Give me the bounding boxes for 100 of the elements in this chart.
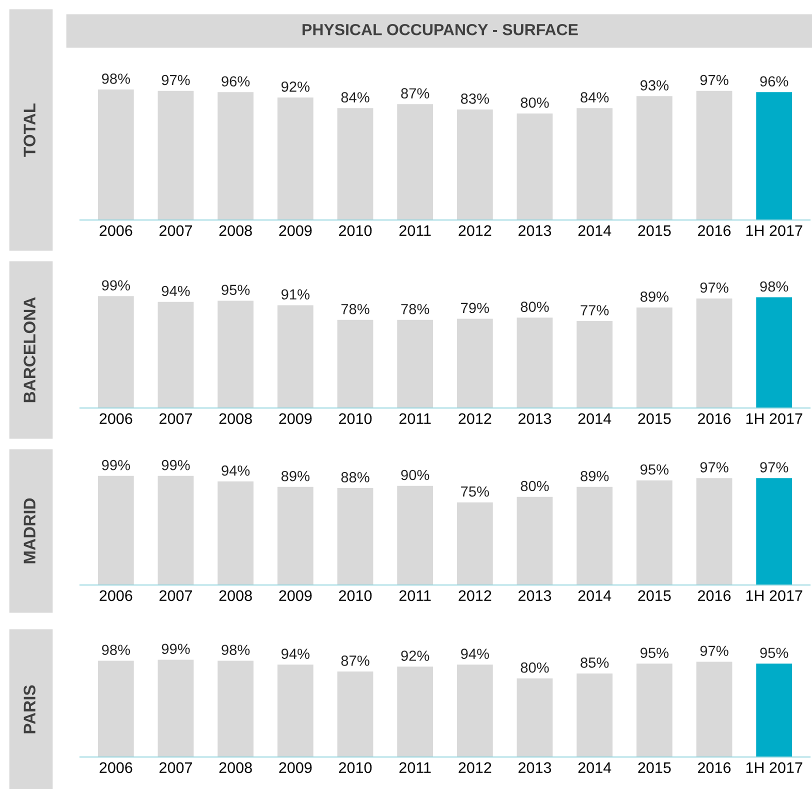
data-label: 80% bbox=[520, 97, 549, 108]
data-label: 80% bbox=[520, 480, 549, 492]
x-tick-label: 2010 bbox=[339, 225, 372, 236]
bar bbox=[456, 109, 493, 220]
x-tick-label: 2012 bbox=[458, 413, 492, 424]
data-label: 92% bbox=[282, 82, 310, 92]
x-tick-label: 2007 bbox=[160, 762, 192, 774]
bar bbox=[516, 113, 553, 220]
x-tick-label: 2016 bbox=[698, 413, 731, 424]
bar bbox=[636, 664, 672, 757]
bar bbox=[277, 486, 314, 585]
bar bbox=[218, 92, 254, 220]
x-tick-label: 2016 bbox=[698, 762, 731, 774]
x-tick-label: 2011 bbox=[399, 590, 431, 602]
data-label: 89% bbox=[281, 470, 310, 482]
data-label: 84% bbox=[341, 92, 370, 102]
chart-title: PHYSICAL OCCUPANCY - SURFACE bbox=[302, 24, 578, 36]
x-tick-label: 2014 bbox=[578, 225, 612, 236]
x-tick-label: 2009 bbox=[279, 225, 312, 236]
bar bbox=[456, 502, 493, 585]
bar bbox=[158, 90, 194, 220]
data-label: 89% bbox=[580, 470, 609, 482]
data-label: 96% bbox=[760, 76, 788, 87]
data-label: 87% bbox=[401, 88, 430, 98]
bar bbox=[576, 321, 613, 408]
data-label: 98% bbox=[760, 281, 788, 292]
data-label: 75% bbox=[461, 486, 489, 497]
bar bbox=[218, 481, 254, 585]
x-tick-label: 2012 bbox=[458, 225, 492, 236]
data-label: 78% bbox=[401, 304, 430, 314]
x-tick-label: 2014 bbox=[578, 590, 612, 602]
data-label: 80% bbox=[520, 662, 549, 673]
bar bbox=[456, 318, 493, 408]
x-tick-label: 2006 bbox=[100, 413, 132, 424]
bar bbox=[277, 664, 314, 757]
x-tick-label: 1H 2017 bbox=[746, 762, 802, 774]
data-label: 97% bbox=[162, 74, 190, 86]
x-tick-label: 2016 bbox=[698, 590, 731, 602]
x-tick-label: 2007 bbox=[160, 225, 192, 236]
bar bbox=[576, 108, 613, 220]
data-label: 85% bbox=[580, 657, 609, 668]
x-tick-label: 2013 bbox=[518, 413, 552, 424]
data-label: 98% bbox=[222, 644, 250, 656]
data-label: 99% bbox=[162, 460, 190, 470]
bar bbox=[337, 320, 374, 408]
data-label: 98% bbox=[102, 644, 130, 656]
x-tick-label: 2015 bbox=[638, 762, 671, 774]
x-tick-label: 2010 bbox=[339, 762, 372, 774]
data-label: 84% bbox=[580, 92, 609, 102]
data-label: 88% bbox=[341, 472, 370, 482]
bar bbox=[516, 496, 553, 585]
data-label: 95% bbox=[222, 284, 250, 296]
x-tick-label: 2008 bbox=[219, 590, 252, 602]
bar bbox=[696, 298, 732, 408]
x-tick-label: 2013 bbox=[518, 762, 552, 774]
bar bbox=[456, 664, 493, 757]
bar bbox=[277, 305, 314, 408]
x-tick-label: 2007 bbox=[160, 590, 192, 602]
bar bbox=[756, 478, 792, 585]
x-tick-label: 2015 bbox=[638, 225, 671, 236]
x-tick-label: 2006 bbox=[100, 225, 132, 236]
x-tick-label: 2012 bbox=[458, 590, 492, 602]
bar bbox=[98, 660, 134, 757]
data-label: 77% bbox=[580, 305, 609, 316]
bar bbox=[218, 300, 254, 408]
x-tick-label: 2008 bbox=[219, 413, 252, 424]
data-label: 99% bbox=[102, 280, 130, 291]
bar bbox=[98, 296, 134, 408]
x-tick-label: 2008 bbox=[219, 762, 252, 774]
bar bbox=[337, 672, 374, 757]
bar bbox=[576, 673, 613, 757]
bar bbox=[98, 90, 134, 220]
bar bbox=[756, 92, 792, 220]
x-tick-label: 2006 bbox=[100, 590, 132, 602]
data-label: 94% bbox=[282, 648, 310, 659]
bar bbox=[98, 476, 134, 585]
data-label: 92% bbox=[401, 650, 430, 661]
data-label: 98% bbox=[102, 74, 130, 84]
x-tick-label: 2006 bbox=[100, 762, 132, 774]
data-label: 83% bbox=[460, 94, 489, 104]
data-label: 95% bbox=[640, 648, 668, 658]
x-tick-label: 2008 bbox=[219, 225, 252, 236]
bar bbox=[158, 302, 194, 408]
x-tick-label: 2011 bbox=[399, 762, 431, 774]
x-tick-label: 2009 bbox=[279, 413, 312, 424]
x-tick-label: 2009 bbox=[279, 590, 312, 602]
data-label: 99% bbox=[102, 460, 130, 470]
y-axis-title: MADRID bbox=[24, 498, 36, 564]
data-label: 95% bbox=[760, 648, 788, 658]
x-tick-label: 2007 bbox=[160, 413, 192, 424]
bar bbox=[756, 297, 792, 408]
x-tick-label: 1H 2017 bbox=[746, 413, 802, 424]
data-label: 94% bbox=[222, 465, 250, 476]
x-tick-label: 2014 bbox=[578, 762, 612, 774]
data-label: 80% bbox=[520, 302, 549, 312]
bar bbox=[397, 104, 434, 220]
data-label: 89% bbox=[640, 291, 668, 302]
x-tick-label: 2011 bbox=[399, 225, 431, 236]
data-label: 96% bbox=[222, 76, 250, 87]
bar bbox=[397, 320, 434, 408]
